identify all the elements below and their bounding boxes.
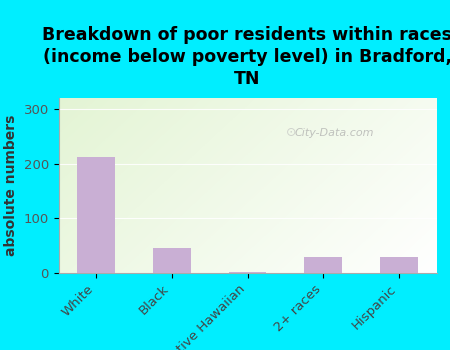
Bar bbox=[153, 248, 191, 273]
Text: ⊙: ⊙ bbox=[286, 126, 296, 140]
Bar bbox=[77, 156, 115, 273]
Bar bbox=[229, 272, 266, 273]
Bar bbox=[380, 257, 418, 273]
Bar bbox=[304, 257, 342, 273]
Text: City-Data.com: City-Data.com bbox=[295, 128, 374, 138]
Y-axis label: absolute numbers: absolute numbers bbox=[4, 115, 18, 256]
Title: Breakdown of poor residents within races
(income below poverty level) in Bradfor: Breakdown of poor residents within races… bbox=[42, 26, 450, 88]
